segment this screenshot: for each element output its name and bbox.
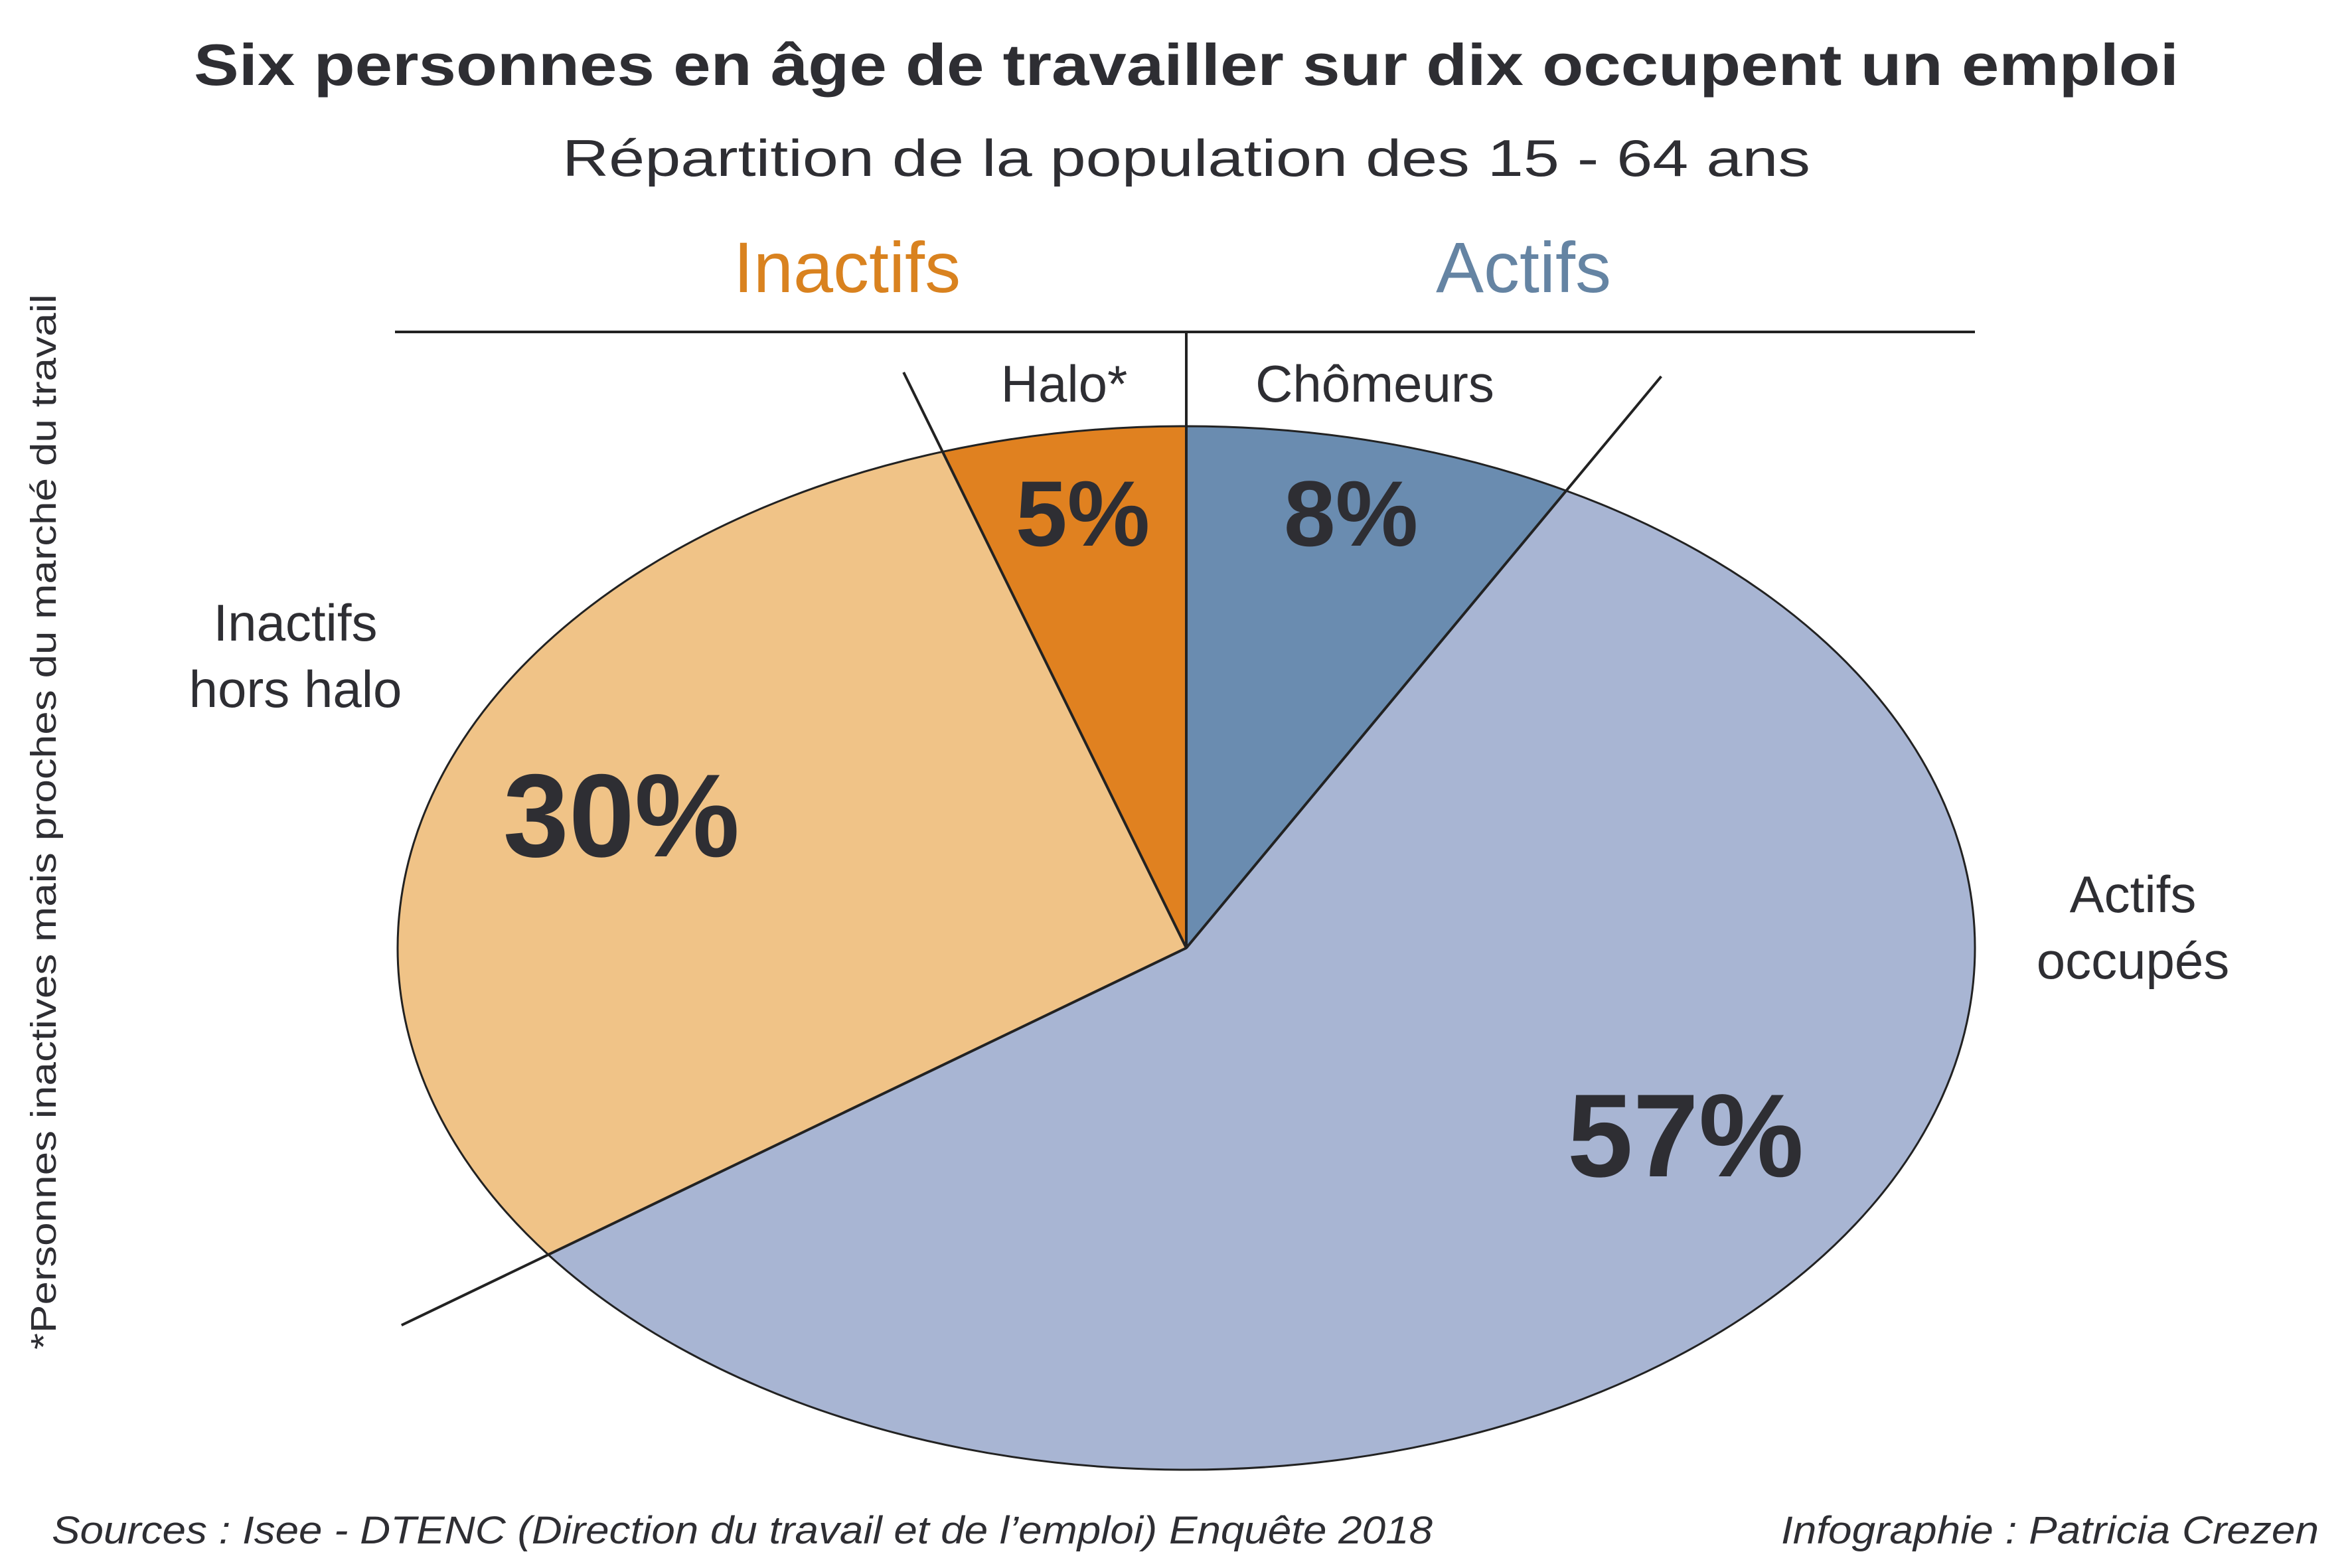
slice-label-actifs-line2: occupés <box>2037 931 2230 990</box>
source: Sources : Isee - DTENC (Direction du tra… <box>52 1509 1433 1552</box>
divider-actifs-inactifs <box>400 947 1187 1327</box>
divider-inactifs-halo <box>902 371 1188 949</box>
slice-label-inactifs-line1: Inactifs <box>213 593 377 652</box>
slice-label-chomeurs: Chômeurs <box>1255 354 1494 413</box>
divider-chomeurs-actifs <box>1185 375 1662 949</box>
slice-label-actifs-line1: Actifs <box>2070 865 2197 923</box>
value-label-actifs: 57% <box>1567 1069 1804 1202</box>
slice-label-halo: Halo* <box>1001 354 1128 413</box>
footnote: *Personnes inactives mais proches du mar… <box>24 294 64 1350</box>
slice-halo <box>941 425 1188 949</box>
slice-inactifs-hors-halo <box>396 450 1188 1256</box>
group-label-actifs: Actifs <box>1436 227 1611 307</box>
chart-subtitle: Répartition de la population des 15 - 64… <box>562 129 1810 187</box>
value-label-chomeurs: 8% <box>1284 461 1418 566</box>
value-label-halo: 5% <box>1016 461 1150 566</box>
slice-chomeurs <box>1185 425 1568 951</box>
credit: Infographie : Patricia Crezen <box>1781 1509 2319 1552</box>
slice-label-inactifs-line2: hors halo <box>189 660 402 718</box>
value-label-inactifs: 30% <box>503 749 740 882</box>
slice-actifs-occupes <box>546 489 1976 1471</box>
pie-slices <box>396 371 1976 1471</box>
chart-title: Six personnes en âge de travailler sur d… <box>194 32 2179 98</box>
group-label-inactifs: Inactifs <box>734 227 961 307</box>
